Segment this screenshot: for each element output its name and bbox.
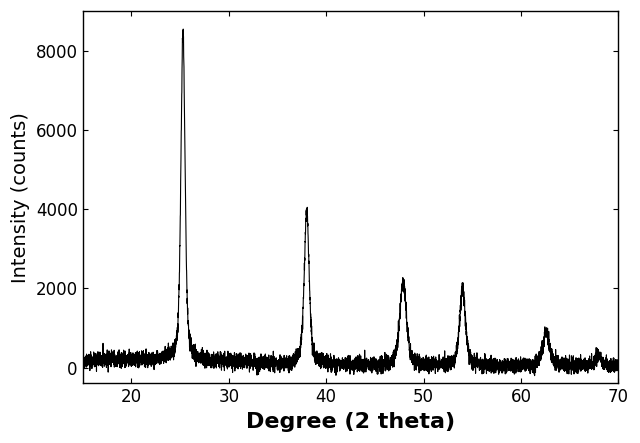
- X-axis label: Degree (2 theta): Degree (2 theta): [246, 412, 455, 432]
- Y-axis label: Intensity (counts): Intensity (counts): [11, 112, 30, 283]
